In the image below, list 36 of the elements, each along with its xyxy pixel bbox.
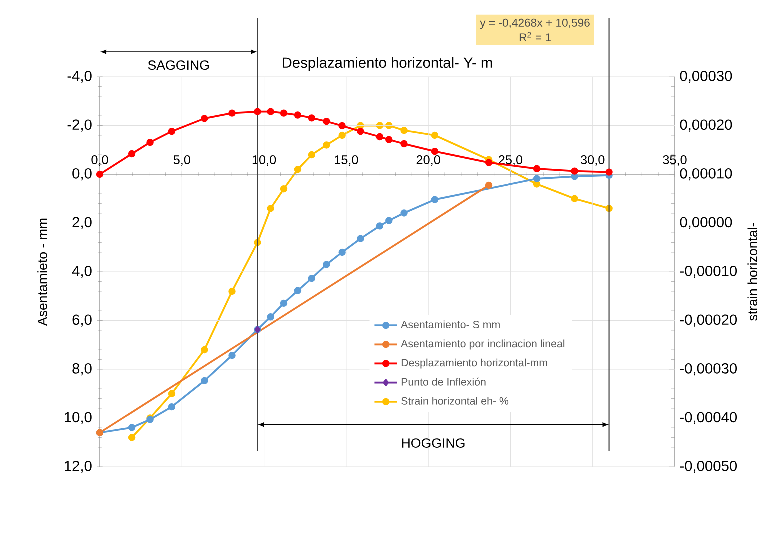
y-tick-label: 4,0 [72,266,92,278]
y-axis-title: Asentamieto - mm [38,218,48,326]
text: y = -0,4268x + 10,596 [480,18,590,30]
y2-tick-label: -0,00040 [680,412,738,424]
x-tick-label: 35,0 [663,156,687,166]
x-tick-label: 0,0 [92,156,108,166]
y-tick-label: 6,0 [72,314,92,327]
y2-tick-label: -0,00030 [680,363,738,376]
legend-label: Punto de Inflexión [402,378,486,386]
y2-tick-label: -0,00010 [680,266,738,278]
legend-label: Strain horizontal eh- % [402,397,509,405]
legend-label: Asentamiento- S mm [401,320,500,329]
y2-tick-label: -0,00020 [680,314,738,327]
y-tick-label: 2,0 [72,217,92,230]
text: R$^{2}$ = 1 [520,32,551,42]
y-tick-label: 12,0 [65,460,92,474]
x-tick-label: 30,0 [581,156,605,166]
text: SAGGING [148,60,209,70]
y-tick-label: 8,0 [72,363,92,376]
y2-tick-label: 0,00000 [680,217,732,230]
y-tick-label: 0,0 [72,168,92,181]
legend-label: Desplazamiento horizontal-mm [402,358,548,369]
y-tick-label: -4,0 [68,70,92,84]
y2-tick-label: -0,00050 [680,460,738,474]
y2-tick-label: 0,00030 [680,70,732,84]
y-tick-label: -2,0 [68,120,92,132]
x-tick-label: 20,0 [416,156,440,166]
legend-label: Asentamiento por inclinacion lineal [401,340,565,350]
x-tick-label: 5,0 [174,156,190,166]
x-tick-label: 15,0 [335,156,358,166]
annotation: HOGGING [402,438,465,448]
y-tick-label: 10,0 [65,412,92,424]
y2-axis-title: strain horizontal- [748,223,758,321]
y2-tick-label: 0,00010 [680,168,732,181]
x-axis-title: Desplazamiento horizontal- Y- m [283,57,492,71]
y2-tick-label: 0,00020 [680,120,732,132]
